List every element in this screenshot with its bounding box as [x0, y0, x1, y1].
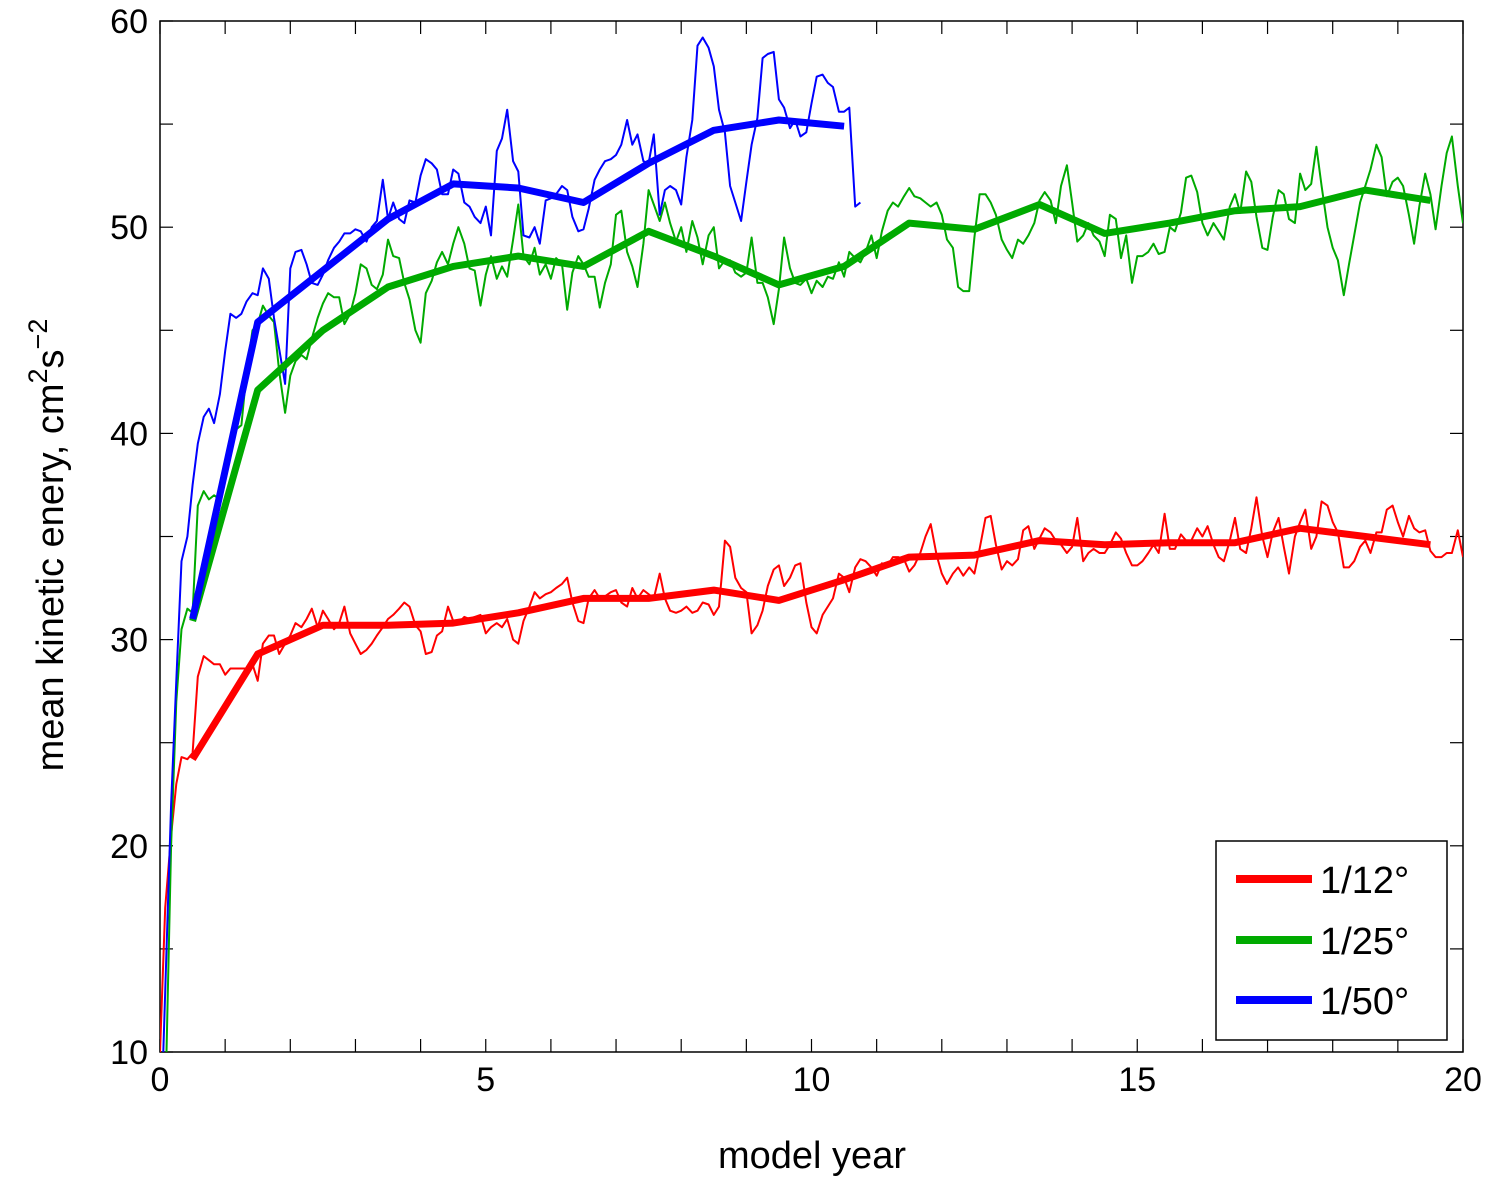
series-group-1: [165, 135, 1463, 1052]
series-annual-line-0: [189, 524, 1431, 762]
y-tick-label: 50: [110, 209, 148, 247]
y-tick-label: 30: [110, 622, 148, 660]
axis-ticks: [159, 20, 1464, 1053]
y-tick-label: 20: [110, 828, 148, 866]
series-annual-line-1: [189, 186, 1431, 622]
series-group-0: [160, 496, 1463, 1052]
y-axis-title: mean kinetic enery, cm2s−2: [23, 319, 72, 772]
x-tick-label: 10: [793, 1061, 831, 1099]
x-tick-label: 5: [476, 1061, 495, 1099]
x-tick-label: 20: [1444, 1061, 1482, 1099]
tick-labels: 0 5 10 15 20 10 20 30 40 50 60: [110, 3, 1482, 1099]
y-tick-label: 40: [110, 415, 148, 453]
y-axis-title-main: mean kinetic enery, cm: [30, 383, 72, 771]
x-axis-title: model year: [718, 1135, 906, 1177]
series-smooth-group-0: [189, 524, 1431, 762]
y-tick-label: 10: [110, 1034, 148, 1072]
series-monthly-line-1: [165, 135, 1463, 1052]
y-axis-title-sup1: 2: [23, 368, 53, 383]
series-layer: [160, 36, 1463, 1052]
series-monthly-line-2: [162, 36, 862, 1052]
y-tick-label: 60: [110, 3, 148, 41]
legend: 1/12° 1/25° 1/50°: [1215, 840, 1448, 1041]
y-axis-title-sup2: −2: [23, 319, 53, 350]
legend-label-1-12: 1/12°: [1320, 860, 1409, 902]
series-smooth-group-2: [189, 116, 845, 620]
y-axis-title-mid: s: [30, 349, 72, 368]
legend-label-1-50: 1/50°: [1320, 981, 1409, 1023]
series-smooth-group-1: [189, 186, 1431, 622]
series-monthly-line-0: [160, 496, 1463, 1052]
legend-label-1-25: 1/25°: [1320, 921, 1409, 963]
x-tick-label: 0: [151, 1061, 170, 1099]
series-annual-line-2: [189, 116, 845, 620]
series-group-2: [162, 36, 862, 1052]
x-tick-label: 15: [1118, 1061, 1156, 1099]
